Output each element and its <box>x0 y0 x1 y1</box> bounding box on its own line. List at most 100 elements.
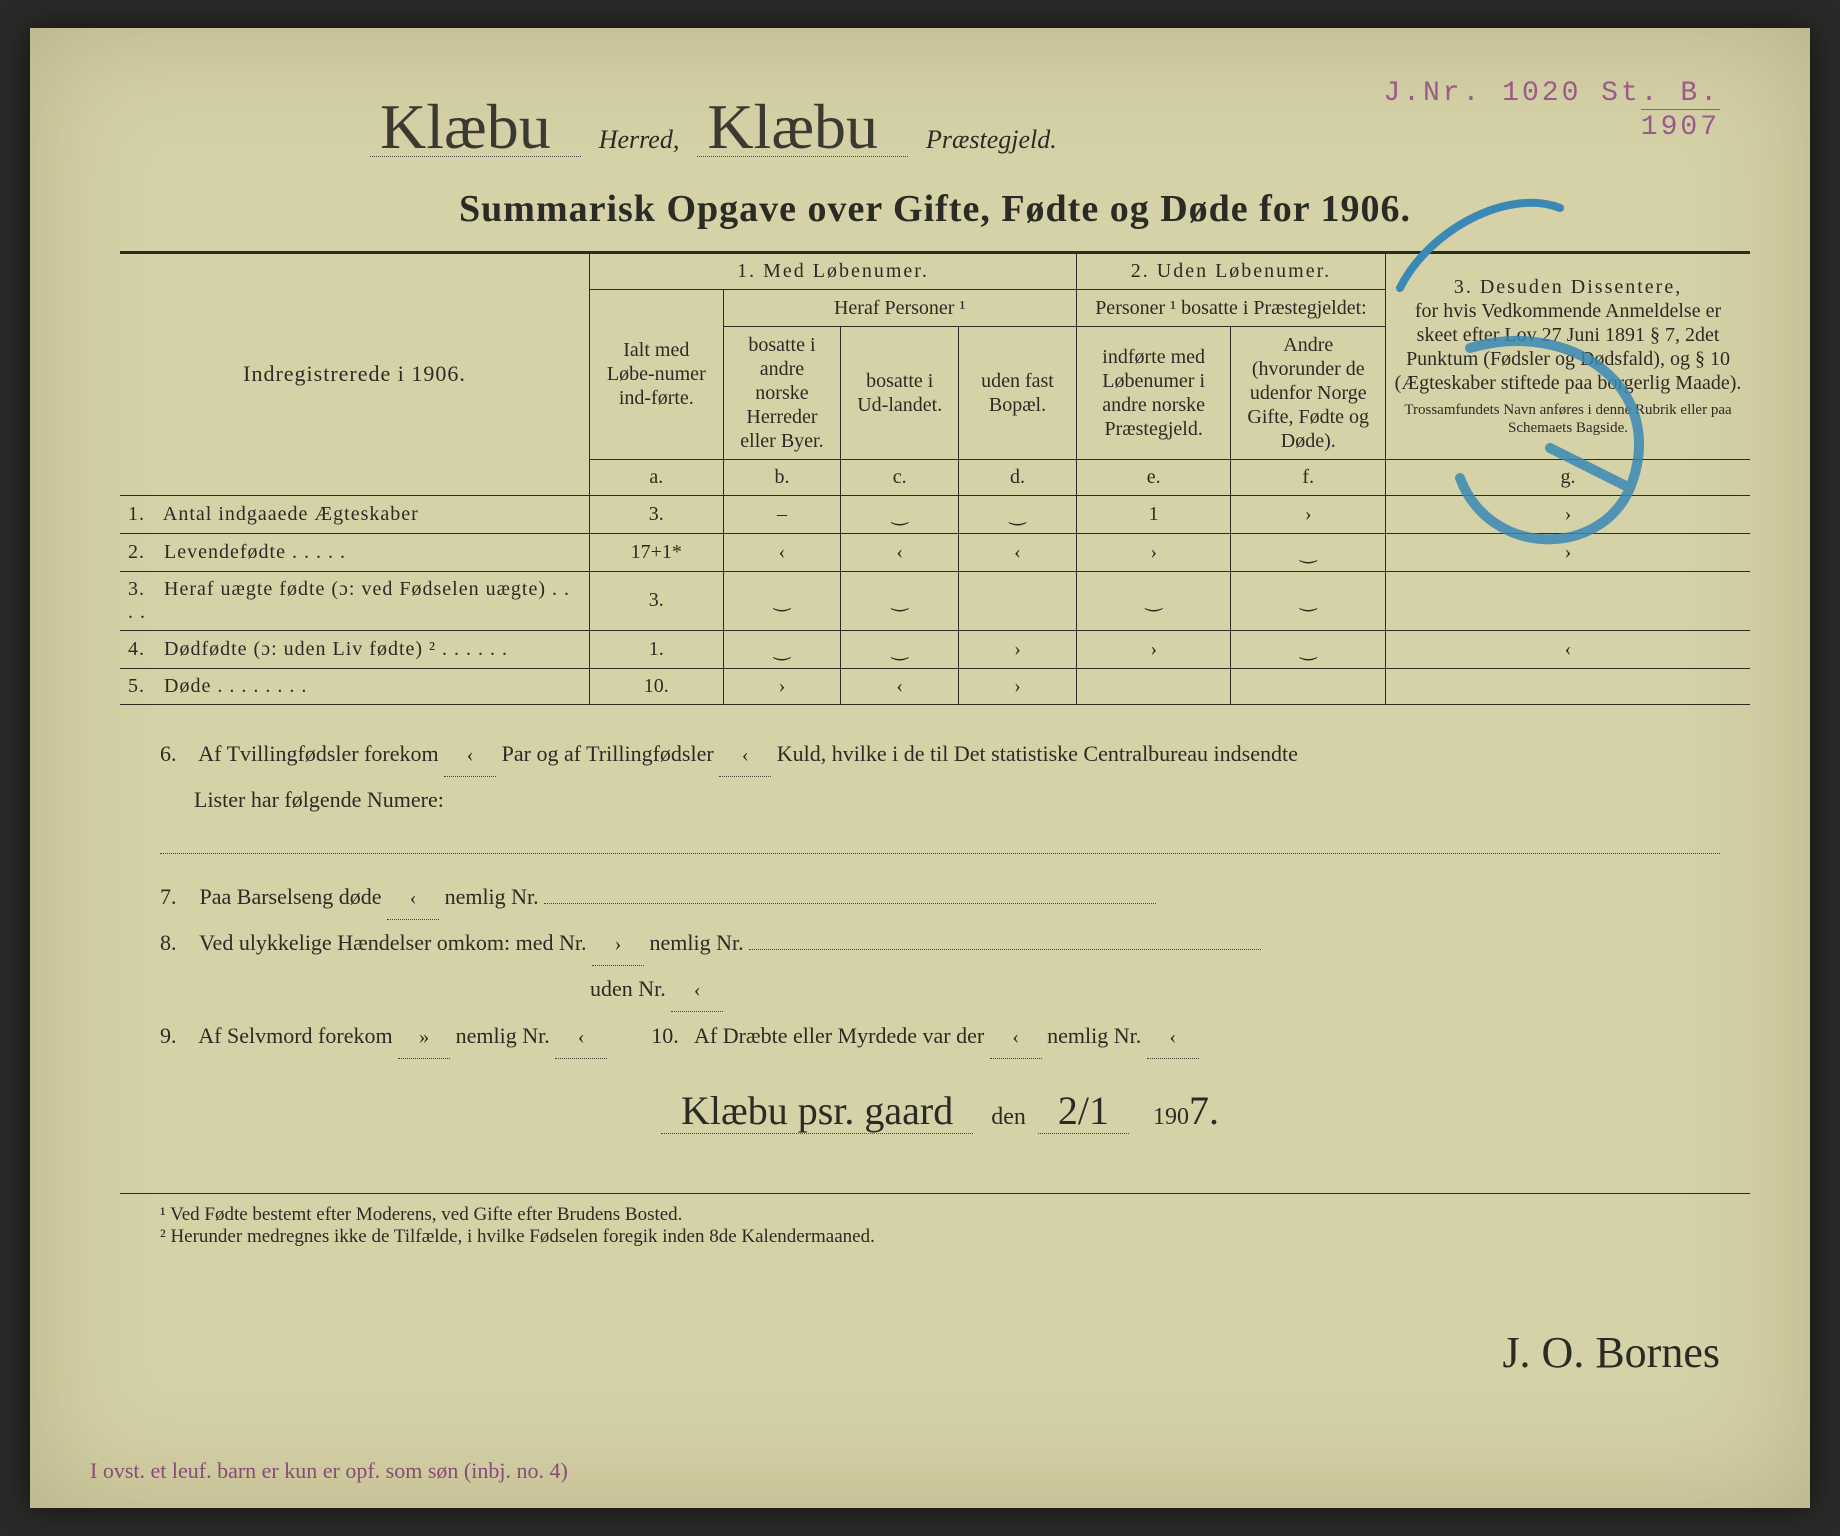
place-signed: Klæbu psr. gaard <box>661 1088 973 1134</box>
statistics-table: Indregistrerede i 1906. 1. Med Løbenumer… <box>120 251 1750 705</box>
document-title: Summarisk Opgave over Gifte, Fødte og Dø… <box>120 187 1750 231</box>
cell-c: ‹ <box>841 533 959 571</box>
cell-a: 10. <box>590 668 724 704</box>
line-6-blank <box>160 823 1720 854</box>
col-c-header: bosatte i Ud-landet. <box>841 326 959 459</box>
blank-8-3: ‹ <box>671 969 723 1012</box>
letter-d: d. <box>959 459 1077 495</box>
row-label: 2. Levendefødte . . . . . <box>120 533 590 571</box>
group2-header: 2. Uden Løbenumer. <box>1076 252 1385 289</box>
row-label: 1. Antal indgaaede Ægteskaber <box>120 495 590 533</box>
cell-g: › <box>1386 533 1750 571</box>
official-signature: J. O. Bornes <box>1502 1327 1720 1378</box>
group1-header: 1. Med Løbenumer. <box>590 252 1077 289</box>
letter-g: g. <box>1386 459 1750 495</box>
letter-e: e. <box>1076 459 1231 495</box>
cell-a: 3. <box>590 571 724 630</box>
praestegjeld-label: Præstegjeld. <box>926 125 1057 155</box>
cell-e: ‿ <box>1076 571 1231 630</box>
herred-value: Klæbu <box>370 98 581 157</box>
left-header: Indregistrerede i 1906. <box>120 252 590 495</box>
cell-d: ‹ <box>959 533 1077 571</box>
document-page: J.Nr. 1020 St. B. 1907 Klæbu Herred, Klæ… <box>30 28 1810 1508</box>
letter-b: b. <box>723 459 841 495</box>
table-row: 5. Døde . . . . . . . .10.›‹› <box>120 668 1750 704</box>
cell-g <box>1386 571 1750 630</box>
table-row: 2. Levendefødte . . . . .17+1*‹‹‹›‿› <box>120 533 1750 571</box>
blank-8-2 <box>749 949 1261 950</box>
row-label: 5. Døde . . . . . . . . <box>120 668 590 704</box>
cell-d: › <box>959 630 1077 668</box>
blank-6-2: ‹ <box>719 734 771 777</box>
cell-e: › <box>1076 630 1231 668</box>
stamp-jnr: J.Nr. 1020 St. B. <box>1383 78 1720 109</box>
cell-c: ‿ <box>841 630 959 668</box>
year-digit: 7. <box>1189 1088 1219 1133</box>
cell-b: › <box>723 668 841 704</box>
cell-d: ‿ <box>959 495 1077 533</box>
table-row: 1. Antal indgaaede Ægteskaber3.–‿‿1›› <box>120 495 1750 533</box>
cell-a: 3. <box>590 495 724 533</box>
col-b-header: bosatte i andre norske Herreder eller By… <box>723 326 841 459</box>
footnote-1: ¹ Ved Fødte bestemt efter Moderens, ved … <box>160 1204 1750 1226</box>
cell-c: ‿ <box>841 495 959 533</box>
lower-text-block: 6. Af Tvillingfødsler forekom ‹ Par og a… <box>120 731 1750 1153</box>
cell-b: ‹ <box>723 533 841 571</box>
blank-9-1: » <box>398 1016 450 1059</box>
cell-f <box>1231 668 1386 704</box>
footnotes: ¹ Ved Fødte bestemt efter Moderens, ved … <box>120 1193 1750 1248</box>
cell-d: › <box>959 668 1077 704</box>
date-signed: 2/1 <box>1038 1088 1129 1134</box>
cell-a: 17+1* <box>590 533 724 571</box>
line-9-10: 9. Af Selvmord forekom » nemlig Nr. ‹ 10… <box>160 1013 1720 1059</box>
cell-c: ‿ <box>841 571 959 630</box>
col-f-header: Andre (hvorunder de udenfor Norge Gifte,… <box>1231 326 1386 459</box>
cell-b: ‿ <box>723 571 841 630</box>
blank-9-2: ‹ <box>555 1016 607 1059</box>
stamp-year: 1907 <box>1641 109 1720 143</box>
line-7: 7. Paa Barselseng døde ‹ nemlig Nr. <box>160 874 1720 920</box>
personer2-header: Personer ¹ bosatte i Præstegjeldet: <box>1076 289 1385 326</box>
cell-f: ‿ <box>1231 533 1386 571</box>
blank-6-1: ‹ <box>444 734 496 777</box>
cell-a: 1. <box>590 630 724 668</box>
blank-8-1: › <box>592 923 644 966</box>
cell-g: ‹ <box>1386 630 1750 668</box>
cell-d <box>959 571 1077 630</box>
group3-header: 3. Desuden Dissentere, for hvis Vedkomme… <box>1386 252 1750 459</box>
registry-stamp: J.Nr. 1020 St. B. 1907 <box>1383 78 1720 143</box>
footnote-2: ² Herunder medregnes ikke de Tilfælde, i… <box>160 1226 1750 1248</box>
cell-b: ‿ <box>723 630 841 668</box>
blank-10-2: ‹ <box>1147 1016 1199 1059</box>
line-8b: uden Nr. ‹ <box>160 966 1720 1012</box>
col-e-header: indførte med Løbenumer i andre norske Pr… <box>1076 326 1231 459</box>
herred-label: Herred, <box>599 125 680 155</box>
cell-e <box>1076 668 1231 704</box>
row-label: 3. Heraf uægte fødte (ɔ: ved Fødselen uæ… <box>120 571 590 630</box>
letter-a: a. <box>590 459 724 495</box>
blank-7-2 <box>544 903 1156 904</box>
line-6: 6. Af Tvillingfødsler forekom ‹ Par og a… <box>160 731 1720 777</box>
letter-f: f. <box>1231 459 1386 495</box>
blank-10-1: ‹ <box>990 1016 1042 1059</box>
line-6b: Lister har følgende Numere: <box>160 777 1720 823</box>
col-d-header: uden fast Bopæl. <box>959 326 1077 459</box>
cell-f: ‿ <box>1231 630 1386 668</box>
cell-c: ‹ <box>841 668 959 704</box>
col-a-header: Ialt med Løbe-numer ind-førte. <box>590 289 724 459</box>
cell-b: – <box>723 495 841 533</box>
row-label: 4. Dødfødte (ɔ: uden Liv fødte) ² . . . … <box>120 630 590 668</box>
cell-g <box>1386 668 1750 704</box>
line-8: 8. Ved ulykkelige Hændelser omkom: med N… <box>160 920 1720 966</box>
margin-note: I ovst. et leuf. barn er kun er opf. som… <box>90 1458 568 1484</box>
cell-f: ‿ <box>1231 571 1386 630</box>
table-row: 4. Dødfødte (ɔ: uden Liv fødte) ² . . . … <box>120 630 1750 668</box>
cell-e: 1 <box>1076 495 1231 533</box>
letter-c: c. <box>841 459 959 495</box>
table-row: 3. Heraf uægte fødte (ɔ: ved Fødselen uæ… <box>120 571 1750 630</box>
cell-g: › <box>1386 495 1750 533</box>
date-line: Klæbu psr. gaard den 2/1 1907. <box>160 1069 1720 1153</box>
cell-f: › <box>1231 495 1386 533</box>
heraf-header: Heraf Personer ¹ <box>723 289 1076 326</box>
blank-7-1: ‹ <box>387 877 439 920</box>
